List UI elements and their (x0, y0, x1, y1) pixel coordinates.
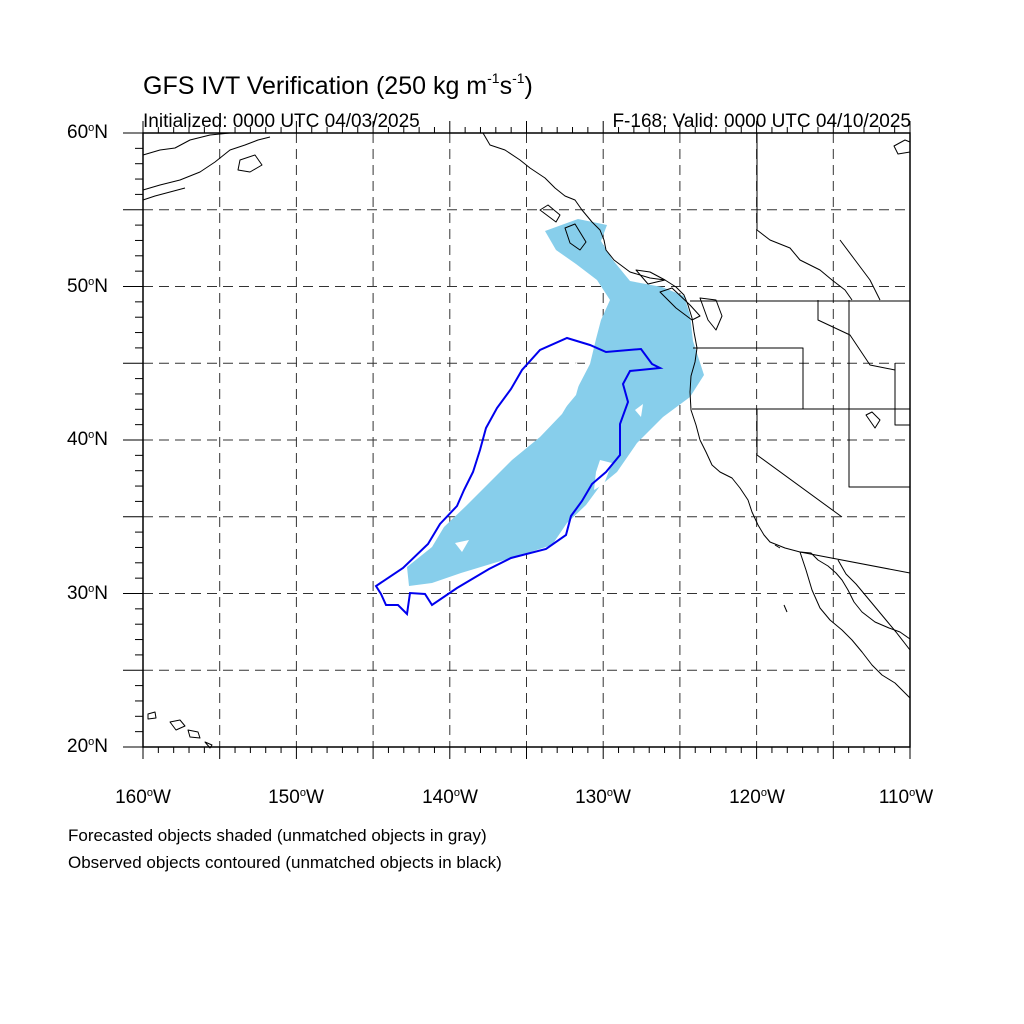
legend-observed-note: Observed objects contoured (unmatched ob… (68, 853, 502, 872)
lon-label-110w: 110oW (878, 787, 934, 808)
map-frame (142, 132, 911, 748)
observed-object-contour (374, 336, 664, 617)
coastlines (142, 132, 911, 749)
lat-label-60: 60oN (67, 122, 108, 143)
valid-time-label: F-168: Valid: 0000 UTC 04/10/2025 (612, 111, 911, 132)
map-title: GFS IVT Verification (250 kg m-1s-1) (143, 70, 533, 100)
lon-label-120w: 120oW (729, 787, 785, 808)
lon-label-140w: 140oW (422, 787, 478, 808)
lon-label-160w: 160oW (115, 787, 171, 808)
init-time-label: Initialized: 0000 UTC 04/03/2025 (143, 111, 420, 132)
lat-label-20: 20oN (67, 736, 108, 757)
lat-label-50: 50oN (67, 276, 108, 297)
legend-forecast-note: Forecasted objects shaded (unmatched obj… (68, 826, 487, 845)
grid-lines (143, 133, 910, 747)
forecast-hole (455, 540, 469, 552)
lat-label-30: 30oN (67, 583, 108, 604)
forecast-object-shaded (407, 219, 704, 586)
forecast-hole (548, 362, 583, 419)
lon-label-150w: 150oW (268, 787, 324, 808)
forecast-hole (635, 404, 643, 417)
axis-ticks (123, 121, 911, 759)
lat-label-40: 40oN (67, 429, 108, 450)
lon-label-130w: 130oW (575, 787, 631, 808)
